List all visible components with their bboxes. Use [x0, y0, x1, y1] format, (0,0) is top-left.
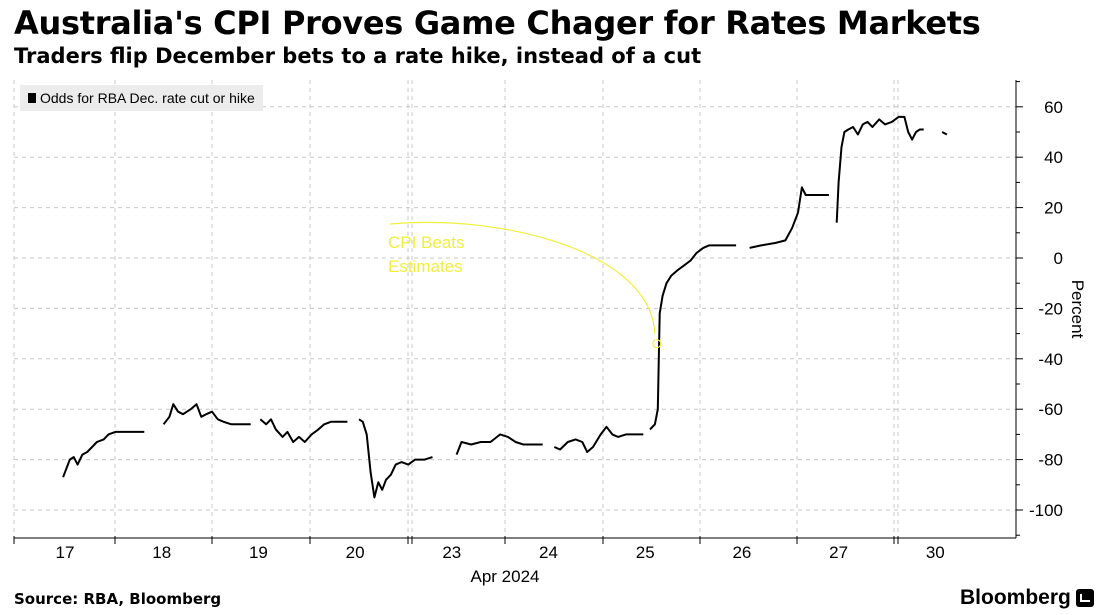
- y-tick-label: 60: [1044, 98, 1063, 117]
- series-line-segment: [749, 186, 829, 249]
- legend: Odds for RBA Dec. rate cut or hike: [20, 85, 263, 111]
- series-line-segment: [941, 131, 948, 136]
- series-line-segment: [455, 433, 543, 455]
- x-tick-label: 18: [152, 543, 171, 562]
- y-tick-label: 40: [1044, 148, 1063, 167]
- annotation-text: CPI Beats: [388, 233, 465, 252]
- legend-label: Odds for RBA Dec. rate cut or hike: [40, 90, 255, 106]
- x-tick-label: 19: [249, 543, 268, 562]
- x-tick-label: 25: [636, 543, 655, 562]
- y-axis-label: Percent: [1068, 280, 1087, 339]
- x-tick-label: 24: [539, 543, 558, 562]
- series-line-segment: [649, 244, 737, 431]
- annotation-marker: [652, 339, 662, 349]
- y-tick-label: -20: [1038, 299, 1063, 318]
- y-tick-label: 20: [1044, 199, 1063, 218]
- series-line-segment: [162, 403, 251, 426]
- y-tick-label: 0: [1054, 249, 1063, 268]
- x-tick-label: 26: [732, 543, 751, 562]
- x-tick-label: 17: [56, 543, 75, 562]
- series-line-segment: [62, 430, 145, 478]
- source-note: Source: RBA, Bloomberg: [14, 590, 222, 608]
- brand-name: Bloomberg: [960, 586, 1071, 609]
- annotation-text: Estimates: [388, 257, 463, 276]
- x-tick-label: 20: [346, 543, 365, 562]
- series-line-segment: [553, 425, 644, 453]
- series-line-segment: [835, 115, 924, 223]
- brand-logo: Bloomberg: [960, 586, 1094, 610]
- annotation-arrow: [389, 221, 656, 334]
- x-axis-label: Apr 2024: [471, 567, 540, 586]
- chart-title: Australia's CPI Proves Game Chager for R…: [14, 4, 981, 42]
- y-tick-label: -60: [1038, 400, 1063, 419]
- y-tick-label: -100: [1029, 501, 1063, 520]
- x-tick-label: 27: [829, 543, 848, 562]
- x-tick-label: 23: [442, 543, 461, 562]
- bloomberg-terminal-icon: [1075, 589, 1094, 607]
- y-tick-label: -80: [1038, 451, 1063, 470]
- x-tick-label: 30: [926, 543, 945, 562]
- chart-subtitle: Traders flip December bets to a rate hik…: [14, 44, 702, 68]
- series-line-segment: [259, 418, 348, 443]
- series-line-segment: [358, 418, 433, 499]
- legend-swatch: [28, 93, 36, 103]
- y-tick-label: -40: [1038, 350, 1063, 369]
